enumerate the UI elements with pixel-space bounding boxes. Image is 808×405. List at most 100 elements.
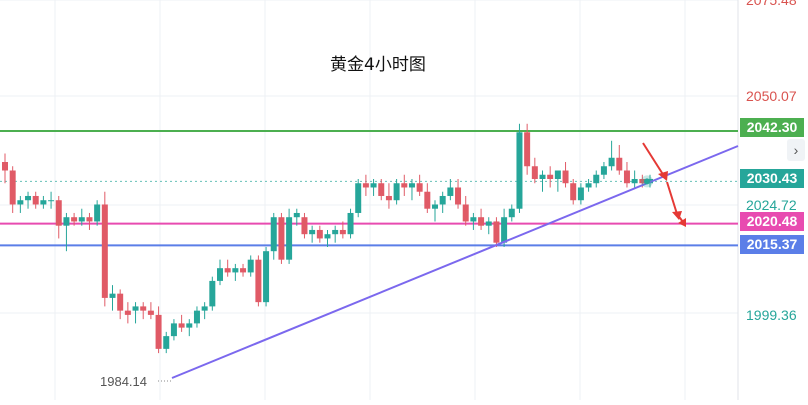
y-tick-2024: 2024.72 [746, 197, 797, 213]
candle-body [408, 183, 415, 188]
candle-body [124, 310, 131, 315]
candle-body [455, 187, 462, 205]
candle-body [355, 183, 362, 213]
candle-body [217, 268, 223, 281]
candle-body [547, 174, 554, 179]
candle-body [147, 310, 154, 315]
candle-body [478, 217, 485, 226]
candle-body [554, 170, 561, 179]
price-tag-2042: 2042.30 [740, 118, 804, 137]
candle-body [539, 174, 546, 179]
candle-body [401, 183, 408, 188]
candle-body [140, 306, 147, 311]
candle-body [163, 336, 170, 349]
chart-title: 黄金4小时图 [330, 55, 426, 75]
candle-body [247, 259, 254, 273]
candle-body [508, 208, 515, 218]
candle-body [232, 268, 239, 273]
candle-body [385, 195, 392, 201]
candle-body [531, 166, 538, 179]
candle-body [485, 221, 492, 226]
candle-body [616, 157, 623, 171]
candle-body [193, 310, 200, 324]
candle-body [55, 200, 62, 226]
trend-line [171, 145, 739, 379]
candle-body [370, 183, 377, 188]
candle-body [309, 229, 316, 235]
candle-body [378, 183, 385, 196]
candle-body [263, 251, 270, 303]
candle-body [40, 200, 47, 205]
candle-body [132, 306, 139, 311]
candle-body [2, 162, 8, 171]
candle-body [447, 187, 454, 196]
candle-body [393, 183, 400, 201]
candle-body [117, 293, 124, 311]
last-price-dot [644, 178, 650, 185]
price-tag-2015: 2015.37 [740, 235, 804, 254]
candle-body [562, 170, 569, 184]
candle-body [424, 191, 431, 209]
candle-body [577, 187, 584, 201]
price-tag-2020: 2020.48 [740, 212, 804, 231]
candle-body [316, 229, 323, 239]
y-tick-2050: 2050.07 [746, 88, 797, 104]
candle-body [170, 323, 177, 337]
candle-body [516, 132, 523, 209]
candle-body [201, 306, 208, 311]
candle-body [347, 212, 354, 235]
candle-body [332, 229, 339, 235]
candle-body [623, 170, 630, 184]
candle-body [155, 314, 162, 349]
candle-body [278, 217, 285, 260]
candle-body [48, 200, 55, 202]
candle-body [17, 200, 24, 205]
candle-body [631, 178, 638, 184]
candle-body [25, 195, 32, 201]
candle-body [462, 204, 469, 222]
price-tag-last: 2030.43 [740, 169, 804, 188]
candle-body [94, 204, 101, 222]
candle-body [78, 217, 85, 222]
candle-body [570, 183, 577, 201]
candle-body [362, 183, 369, 188]
candle-body [301, 217, 308, 235]
candle-body [32, 195, 39, 205]
candle-body [86, 217, 93, 222]
candle-body [293, 212, 300, 218]
candle-body [109, 293, 116, 298]
candle-body [9, 170, 16, 205]
candle-body [600, 166, 607, 175]
candle-body [324, 234, 331, 239]
candle-body [240, 268, 247, 273]
candle-body [186, 323, 193, 328]
candle-body [255, 259, 262, 303]
y-tick-top: 2075.48 [746, 0, 797, 8]
candle-body [209, 280, 216, 307]
y-tick-1999: 1999.36 [746, 307, 797, 323]
arrow-1-head [658, 171, 668, 181]
candle-body [286, 217, 293, 260]
candle-body [432, 204, 438, 209]
candle-body [470, 217, 477, 222]
candle-body [178, 323, 185, 328]
candle-body [416, 183, 423, 192]
candle-body [501, 217, 508, 243]
candle-body [101, 204, 108, 298]
candle-body [608, 157, 615, 167]
low-price-label: 1984.14 [100, 374, 147, 389]
scroll-right-button[interactable]: › [787, 139, 805, 161]
candle-body [270, 217, 277, 252]
candle-body [71, 217, 78, 222]
arrow-3-head [678, 218, 686, 227]
arrow-2-shaft [666, 181, 678, 215]
candle-body [524, 132, 531, 167]
arrow-1-shaft [642, 142, 665, 177]
candle-body [63, 217, 70, 226]
candle-body [439, 195, 446, 205]
candle-body [639, 178, 646, 184]
candle-body [224, 268, 231, 273]
candle-body [593, 174, 600, 184]
